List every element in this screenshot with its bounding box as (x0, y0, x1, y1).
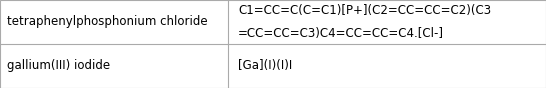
Text: C1=CC=C(C=C1)[P+](C2=CC=CC=C2)(C3: C1=CC=C(C=C1)[P+](C2=CC=CC=C2)(C3 (238, 4, 491, 17)
Text: gallium(III) iodide: gallium(III) iodide (7, 59, 110, 73)
Text: [Ga](I)(I)I: [Ga](I)(I)I (238, 59, 292, 73)
Text: =CC=CC=C3)C4=CC=CC=C4.[Cl-]: =CC=CC=C3)C4=CC=CC=C4.[Cl-] (238, 27, 444, 40)
Text: tetraphenylphosphonium chloride: tetraphenylphosphonium chloride (7, 15, 207, 29)
